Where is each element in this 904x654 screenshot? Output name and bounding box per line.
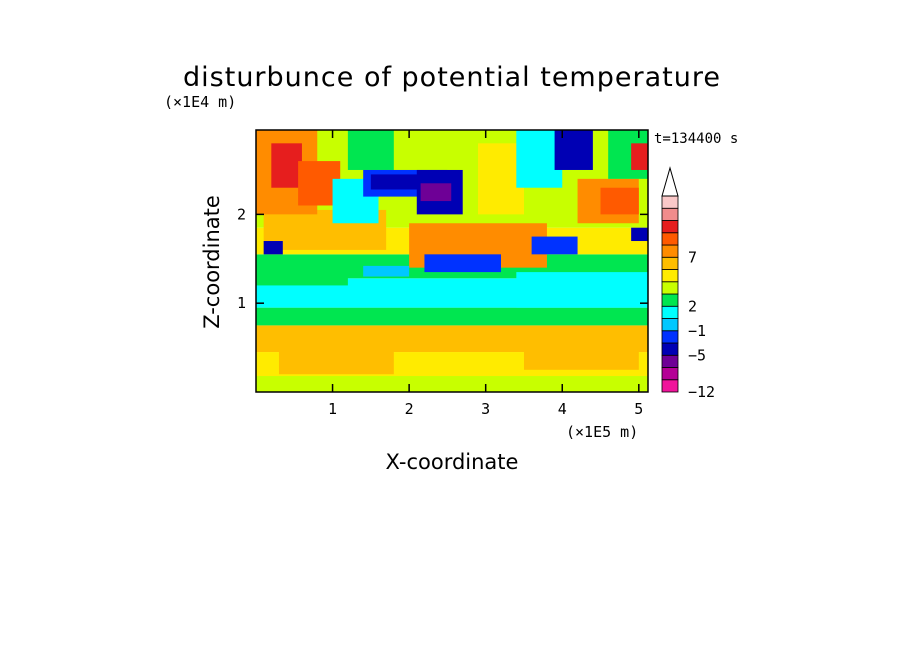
colorbar-swatch-6	[661, 305, 679, 319]
x-tick-label-1: 2	[405, 400, 414, 418]
field-region-23	[420, 183, 452, 202]
colorbar-label-2: −1	[688, 322, 706, 340]
plot-frame	[255, 129, 649, 393]
colorbar-label-4: −12	[688, 383, 715, 401]
axes: 1 2 3 4 5 1 2	[237, 129, 649, 418]
field-region-0	[256, 376, 648, 392]
y-tick-label-1: 2	[237, 205, 246, 223]
chart-title: disturbunce of potential temperature	[183, 62, 721, 93]
colorbar-swatch-1	[661, 367, 679, 381]
colorbar-extend-arrow	[661, 166, 679, 197]
colorbar-swatch-8	[661, 281, 679, 295]
colorbar-swatch-15	[661, 195, 679, 209]
colorbar: 7 2 −1 −5 −12	[661, 166, 715, 401]
colorbar-swatch-13	[661, 220, 679, 234]
colorbar-swatch-12	[661, 232, 679, 246]
field-region-10	[516, 272, 648, 308]
x-tick-label-4: 5	[634, 400, 643, 418]
colorbar-swatch-9	[661, 269, 679, 283]
time-label: t=134400 s	[654, 131, 738, 147]
field-region-3	[256, 307, 648, 326]
field-region-33	[631, 227, 648, 242]
field-region-32	[531, 236, 578, 255]
field-region-28	[600, 187, 639, 215]
field-region-19	[347, 130, 394, 170]
y-axis-unit: (×1E4 m)	[164, 93, 236, 111]
colorbar-swatch-14	[661, 207, 679, 221]
colorbar-swatch-3	[661, 342, 679, 356]
field-region-34	[363, 265, 410, 277]
colorbar-swatch-7	[661, 293, 679, 307]
field-region-21	[370, 174, 425, 190]
colorbar-label-0: 7	[688, 248, 697, 266]
colorbar-swatch-0	[661, 379, 679, 393]
y-axis-label: Z-coordinate	[200, 195, 224, 329]
colorbar-label-3: −5	[688, 346, 706, 364]
x-tick-label-3: 4	[558, 400, 567, 418]
field-region-14	[424, 254, 501, 273]
x-axis-label: X-coordinate	[386, 450, 519, 474]
colorbar-swatch-5	[661, 318, 679, 332]
x-tick-label-2: 3	[481, 400, 490, 418]
field-region-30	[631, 143, 648, 170]
plot-area	[256, 130, 648, 392]
field-region-9	[523, 329, 639, 370]
x-axis-unit: (×1E5 m)	[566, 423, 638, 441]
field-region-11	[256, 263, 348, 286]
colorbar-swatch-11	[661, 244, 679, 258]
field-region-8	[278, 329, 394, 375]
colorbar-swatch-4	[661, 330, 679, 344]
colorbar-swatch-2	[661, 354, 679, 368]
x-tick-label-0: 1	[328, 400, 337, 418]
field-region-16	[271, 143, 302, 188]
field-region-31	[263, 241, 283, 255]
field-region-26	[554, 130, 593, 170]
colorbar-swatch-10	[661, 256, 679, 270]
y-tick-label-0: 1	[237, 294, 246, 312]
colorbar-label-1: 2	[688, 297, 697, 315]
